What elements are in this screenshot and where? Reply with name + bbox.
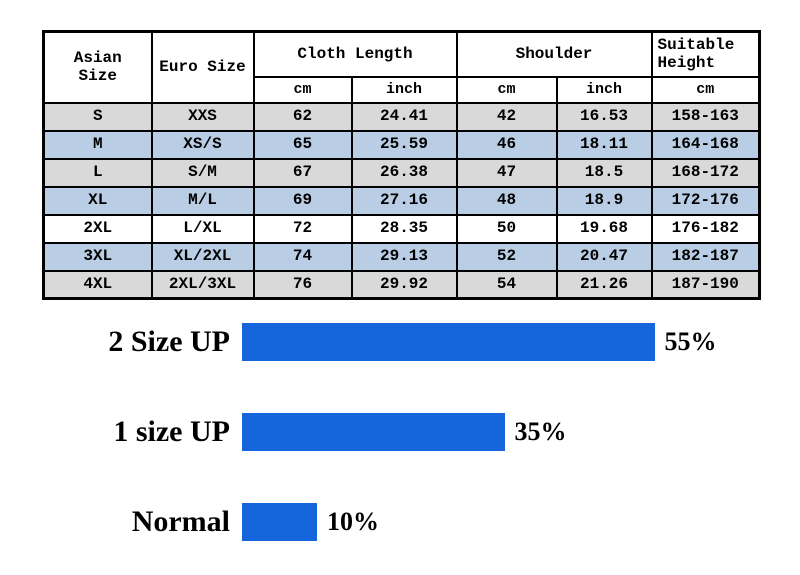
cell-shoulder-cm: 47 (455, 157, 558, 188)
cell-shoulder-inch: 18.9 (555, 185, 653, 216)
bar-label: 2 Size UP (108, 325, 230, 358)
table-row-l: L S/M 67 26.38 47 18.5 168-172 (42, 157, 761, 188)
table-row-m: M XS/S 65 25.59 46 18.11 164-168 (42, 129, 761, 160)
cell-cloth-inch: 28.35 (350, 213, 458, 244)
bar-row-normal: Normal 10% (0, 502, 800, 542)
cell-shoulder-cm: 52 (455, 241, 558, 272)
cell-cloth-inch: 26.38 (350, 157, 458, 188)
cell-shoulder-cm: 48 (455, 185, 558, 216)
size-up-bar-chart: 2 Size UP 55% 1 size UP 35% Normal 10% (0, 322, 800, 575)
cell-shoulder-inch: 19.68 (555, 213, 653, 244)
unit-cloth-cm: cm (252, 75, 353, 104)
cell-asian-size: S (42, 101, 153, 132)
table-header-row: Asian Size Euro Size Cloth Length Should… (42, 30, 761, 104)
cell-asian-size: M (42, 129, 153, 160)
table-row-4xl: 4XL 2XL/3XL 76 29.92 54 21.26 187-190 (42, 269, 761, 300)
col-header-asian-size: Asian Size (42, 30, 153, 104)
table-row-3xl: 3XL XL/2XL 74 29.13 52 20.47 182-187 (42, 241, 761, 272)
cell-shoulder-inch: 18.11 (555, 129, 653, 160)
cell-cloth-cm: 67 (252, 157, 353, 188)
unit-cloth-inch: inch (350, 75, 458, 104)
cell-euro-size: S/M (150, 157, 255, 188)
cell-cloth-cm: 74 (252, 241, 353, 272)
col-header-shoulder: Shoulder (455, 30, 653, 78)
cell-shoulder-inch: 20.47 (555, 241, 653, 272)
cell-suitable-height: 164-168 (650, 129, 761, 160)
cell-suitable-height: 176-182 (650, 213, 761, 244)
cell-asian-size: L (42, 157, 153, 188)
table-row-2xl: 2XL L/XL 72 28.35 50 19.68 176-182 (42, 213, 761, 244)
col-header-euro-size: Euro Size (150, 30, 255, 104)
table-unit-row: cm inch cm inch cm (44, 75, 761, 104)
cell-suitable-height: 168-172 (650, 157, 761, 188)
cell-asian-size: XL (42, 185, 153, 216)
cell-euro-size: M/L (150, 185, 255, 216)
cell-cloth-cm: 72 (252, 213, 353, 244)
bar-row-1-size-up: 1 size UP 35% (0, 412, 800, 452)
cell-cloth-inch: 24.41 (350, 101, 458, 132)
cell-euro-size: L/XL (150, 213, 255, 244)
cell-asian-size: 4XL (42, 269, 153, 300)
cell-shoulder-inch: 18.5 (555, 157, 653, 188)
cell-cloth-cm: 65 (252, 129, 353, 160)
bar-value: 55% (664, 327, 717, 356)
cell-asian-size: 3XL (42, 241, 153, 272)
cell-shoulder-cm: 42 (455, 101, 558, 132)
col-header-cloth-length: Cloth Length (252, 30, 458, 78)
cell-suitable-height: 158-163 (650, 101, 761, 132)
cell-shoulder-inch: 16.53 (555, 101, 653, 132)
cell-euro-size: XL/2XL (150, 241, 255, 272)
cell-shoulder-inch: 21.26 (555, 269, 653, 300)
bar-label: 1 size UP (113, 415, 230, 448)
cell-suitable-height: 172-176 (650, 185, 761, 216)
cell-shoulder-cm: 54 (455, 269, 558, 300)
bar-1-size-up (242, 413, 505, 451)
cell-euro-size: XS/S (150, 129, 255, 160)
unit-height-cm: cm (650, 75, 761, 104)
col-header-suitable-height: Suitable Height (650, 30, 761, 78)
cell-cloth-inch: 29.92 (350, 269, 458, 300)
table-row-s: S XXS 62 24.41 42 16.53 158-163 (42, 101, 761, 132)
unit-shoulder-inch: inch (555, 75, 653, 104)
size-table: Asian Size Euro Size Cloth Length Should… (42, 30, 761, 300)
cell-cloth-cm: 62 (252, 101, 353, 132)
cell-cloth-inch: 27.16 (350, 185, 458, 216)
cell-cloth-inch: 29.13 (350, 241, 458, 272)
bar-2-size-up (242, 323, 655, 361)
cell-shoulder-cm: 50 (455, 213, 558, 244)
cell-suitable-height: 182-187 (650, 241, 761, 272)
cell-euro-size: XXS (150, 101, 255, 132)
bar-label: Normal (131, 505, 230, 538)
cell-asian-size: 2XL (42, 213, 153, 244)
unit-shoulder-cm: cm (455, 75, 558, 104)
bar-value: 10% (327, 507, 379, 536)
bar-row-2-size-up: 2 Size UP 55% (0, 322, 800, 362)
bar-normal (242, 503, 317, 541)
bar-value: 35% (514, 417, 567, 446)
cell-cloth-inch: 25.59 (350, 129, 458, 160)
cell-cloth-cm: 69 (252, 185, 353, 216)
cell-euro-size: 2XL/3XL (150, 269, 255, 300)
cell-cloth-cm: 76 (252, 269, 353, 300)
table-row-xl: XL M/L 69 27.16 48 18.9 172-176 (42, 185, 761, 216)
cell-suitable-height: 187-190 (650, 269, 761, 300)
cell-shoulder-cm: 46 (455, 129, 558, 160)
